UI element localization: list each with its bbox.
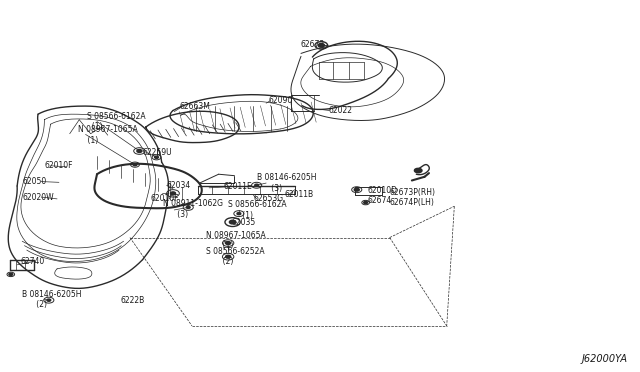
Circle shape [137,150,142,153]
Text: N 08967-1065A
       (1): N 08967-1065A (1) [206,231,266,250]
Circle shape [229,220,236,224]
Circle shape [155,156,159,158]
Text: B 08146-6205H
      (3): B 08146-6205H (3) [257,173,316,193]
Circle shape [225,241,230,244]
Text: 62740: 62740 [21,257,45,266]
Text: 62034: 62034 [166,181,191,190]
Text: 62674: 62674 [367,196,392,205]
Text: S 08566-6252A
       (2): S 08566-6252A (2) [206,247,264,266]
Circle shape [364,202,367,204]
Circle shape [133,164,137,166]
Text: 62673P(RH)
62674P(LH): 62673P(RH) 62674P(LH) [390,188,436,208]
Text: 62673: 62673 [301,40,325,49]
Text: 62050: 62050 [22,177,47,186]
Circle shape [255,184,259,186]
Text: N 08911-1062G
      (3): N 08911-1062G (3) [163,199,223,218]
Text: 62010D: 62010D [367,186,397,195]
Circle shape [354,188,359,191]
Text: 62010F: 62010F [44,161,73,170]
Text: 62090: 62090 [268,96,292,105]
Circle shape [225,255,230,258]
Text: S 08566-6162A
      (1): S 08566-6162A (1) [228,200,287,219]
Text: 62035: 62035 [231,218,255,227]
Circle shape [47,299,51,301]
Text: B 08146-6205H
      (2): B 08146-6205H (2) [22,290,82,309]
Text: 62663M: 62663M [179,102,210,111]
Circle shape [186,206,190,208]
Text: 62020W: 62020W [22,193,54,202]
Text: 62259U: 62259U [143,148,172,157]
Text: 62011B: 62011B [285,190,314,199]
Text: 62653G: 62653G [253,195,284,203]
Circle shape [9,273,13,276]
Circle shape [318,44,324,47]
Text: J62000YA: J62000YA [581,353,627,363]
Circle shape [415,168,422,173]
Text: 62022: 62022 [328,106,352,115]
Circle shape [237,212,241,215]
Text: 6222B: 6222B [120,296,145,305]
Text: N 08967-1065A
    (1): N 08967-1065A (1) [78,125,138,145]
Text: 62011E: 62011E [224,182,252,191]
Circle shape [170,192,175,195]
Text: S 08566-6162A
  (1): S 08566-6162A (1) [88,112,146,131]
Text: 62010F: 62010F [150,195,179,203]
